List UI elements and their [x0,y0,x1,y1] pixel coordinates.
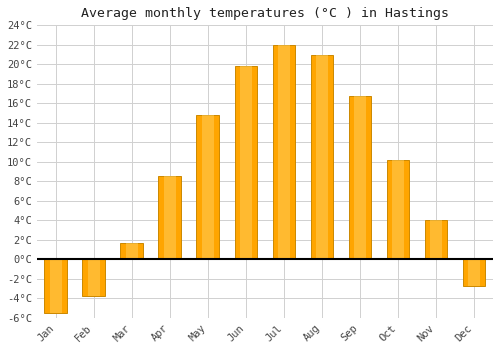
Bar [392,160,404,259]
Bar [120,243,144,259]
Bar [386,160,409,259]
Title: Average monthly temperatures (°C ) in Hastings: Average monthly temperatures (°C ) in Ha… [81,7,449,20]
Bar [196,115,220,259]
Bar [272,45,295,259]
Bar [158,176,182,259]
Bar [82,259,105,296]
Bar [468,259,479,286]
Bar [354,97,366,259]
Bar [44,259,67,313]
Bar [240,66,252,259]
Bar [278,45,289,259]
Bar [310,55,334,259]
Bar [164,176,175,259]
Bar [126,243,138,259]
Bar [462,259,485,286]
Bar [50,259,62,313]
Bar [202,115,213,259]
Bar [234,66,258,259]
Bar [88,259,100,296]
Bar [348,97,372,259]
Bar [424,220,448,259]
Bar [316,55,328,259]
Bar [430,220,442,259]
